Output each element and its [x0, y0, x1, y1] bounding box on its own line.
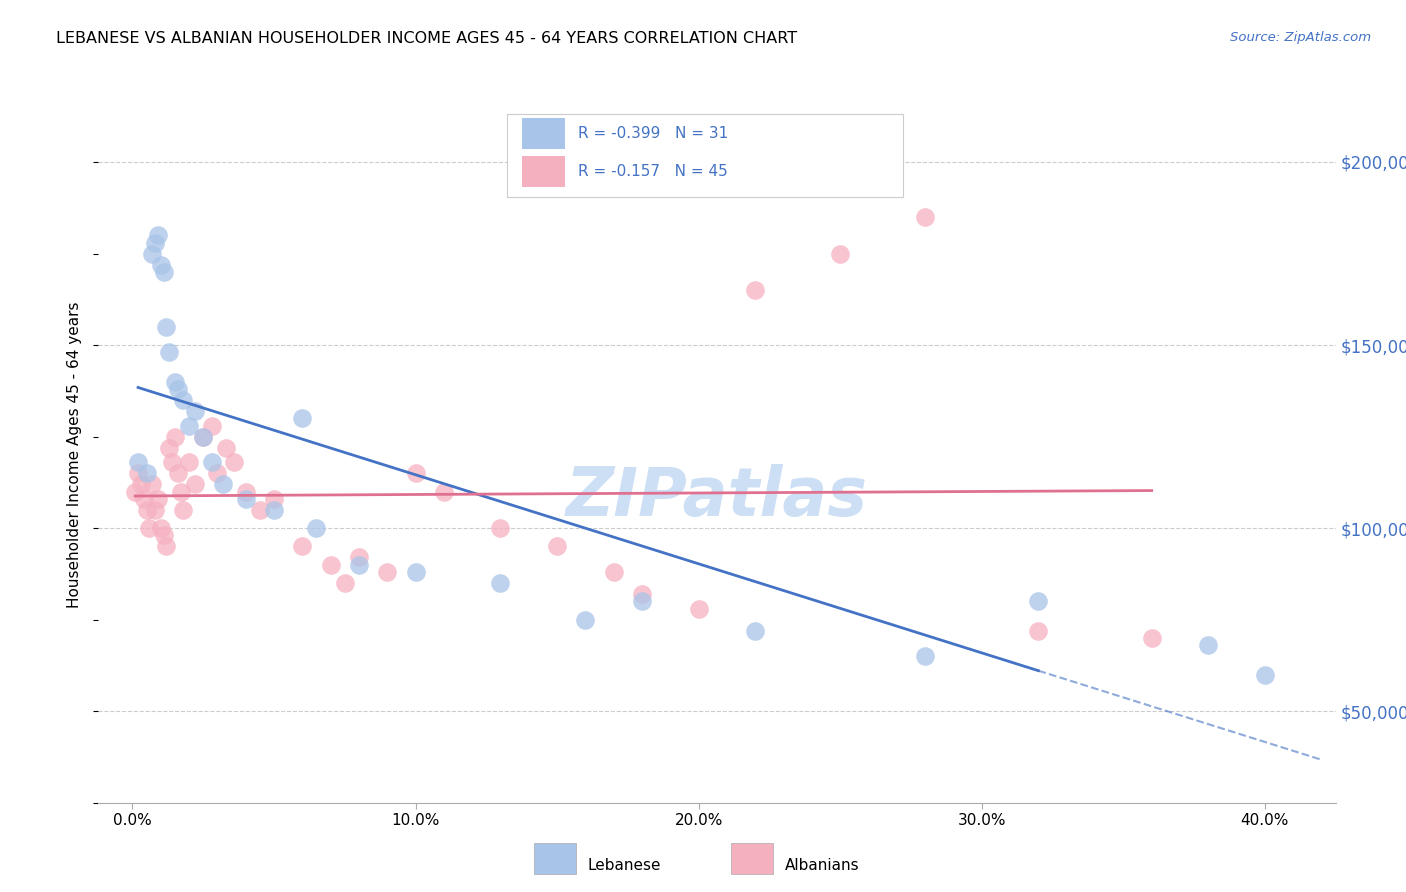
Point: [149, 258, 172, 272]
Point: [157, 345, 180, 359]
Point: [138, 521, 160, 535]
Point: [305, 521, 328, 535]
Point: [215, 441, 238, 455]
Text: Lebanese: Lebanese: [588, 858, 661, 872]
Point: [157, 441, 180, 455]
Point: [155, 319, 177, 334]
Point: [166, 467, 188, 481]
Point: [149, 521, 172, 535]
Point: [347, 550, 370, 565]
Text: Albanians: Albanians: [785, 858, 859, 872]
Point: [291, 540, 314, 554]
Point: [602, 565, 624, 579]
Point: [207, 467, 229, 481]
Point: [193, 429, 215, 443]
Point: [201, 455, 224, 469]
Point: [688, 601, 710, 615]
Point: [914, 649, 936, 664]
Point: [291, 411, 314, 425]
Point: [129, 477, 152, 491]
Text: LEBANESE VS ALBANIAN HOUSEHOLDER INCOME AGES 45 - 64 YEARS CORRELATION CHART: LEBANESE VS ALBANIAN HOUSEHOLDER INCOME …: [56, 31, 797, 46]
Point: [127, 467, 149, 481]
Point: [163, 429, 186, 443]
Point: [160, 455, 183, 469]
Point: [546, 540, 568, 554]
Point: [375, 565, 398, 579]
Point: [1254, 667, 1277, 681]
Point: [333, 576, 356, 591]
Text: ZIPatlas: ZIPatlas: [567, 464, 868, 530]
Point: [914, 210, 936, 224]
Point: [152, 528, 174, 542]
Point: [405, 565, 427, 579]
Point: [249, 503, 271, 517]
Point: [177, 418, 200, 433]
Point: [347, 558, 370, 572]
Point: [1140, 631, 1163, 645]
Point: [631, 594, 654, 608]
Bar: [522, 156, 565, 187]
FancyBboxPatch shape: [506, 114, 903, 197]
Point: [235, 484, 257, 499]
Point: [146, 491, 169, 506]
Point: [135, 503, 157, 517]
Point: [1028, 624, 1050, 638]
Point: [212, 477, 235, 491]
Point: [183, 477, 205, 491]
Point: [744, 624, 766, 638]
Point: [166, 382, 188, 396]
Point: [574, 613, 596, 627]
Point: [169, 484, 191, 499]
Point: [183, 404, 205, 418]
Point: [143, 503, 166, 517]
Point: [631, 587, 654, 601]
Point: [433, 484, 456, 499]
Bar: [522, 118, 565, 149]
Point: [263, 491, 285, 506]
Point: [132, 491, 155, 506]
Point: [830, 246, 852, 260]
Point: [146, 228, 169, 243]
Point: [489, 521, 512, 535]
Point: [319, 558, 342, 572]
Point: [1028, 594, 1050, 608]
Point: [127, 455, 149, 469]
Point: [201, 418, 224, 433]
Point: [141, 477, 163, 491]
Point: [263, 503, 285, 517]
Point: [193, 429, 215, 443]
Point: [489, 576, 512, 591]
Point: [744, 283, 766, 297]
Point: [143, 235, 166, 250]
Point: [163, 375, 186, 389]
Text: R = -0.399   N = 31: R = -0.399 N = 31: [578, 126, 728, 141]
Point: [172, 392, 194, 407]
Y-axis label: Householder Income Ages 45 - 64 years: Householder Income Ages 45 - 64 years: [67, 301, 83, 608]
Text: R = -0.157   N = 45: R = -0.157 N = 45: [578, 164, 728, 179]
Point: [235, 491, 257, 506]
Point: [177, 455, 200, 469]
Point: [172, 503, 194, 517]
Text: Source: ZipAtlas.com: Source: ZipAtlas.com: [1230, 31, 1371, 45]
Point: [135, 467, 157, 481]
Point: [152, 265, 174, 279]
Point: [155, 540, 177, 554]
Point: [141, 246, 163, 260]
Point: [1197, 638, 1219, 652]
Point: [224, 455, 246, 469]
Point: [124, 484, 146, 499]
Point: [405, 467, 427, 481]
